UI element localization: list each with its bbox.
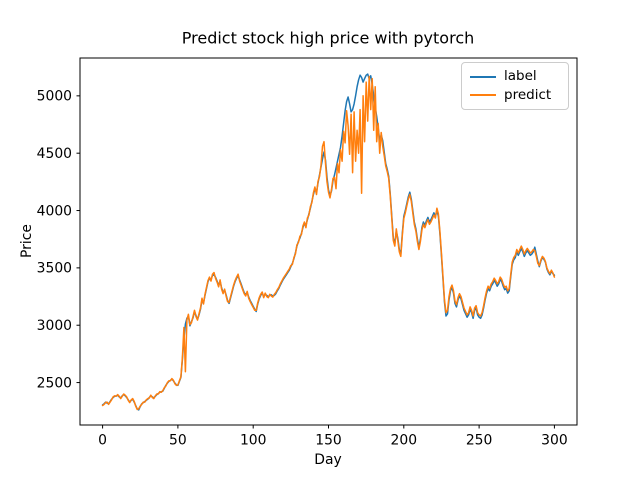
- y-tick-label: 3000: [37, 318, 72, 334]
- legend-line-swatch-label: [470, 75, 496, 78]
- x-axis-label: Day: [314, 452, 342, 468]
- x-tick-label: 0: [98, 433, 107, 449]
- label-series-line: [101, 73, 556, 411]
- legend-label-predict: predict: [504, 86, 552, 103]
- x-tick-label: 250: [466, 433, 493, 449]
- x-tick-label: 200: [391, 433, 418, 449]
- x-tick-label: 50: [169, 433, 187, 449]
- y-tick-label: 4500: [37, 146, 72, 162]
- legend-item-label: label: [470, 68, 560, 84]
- y-tick-label: 3500: [37, 261, 72, 277]
- predict-series-line: [101, 75, 556, 411]
- axes-frame: [79, 57, 578, 426]
- chart-title: Predict stock high price with pytorch: [181, 28, 475, 48]
- legend: label predict: [461, 62, 569, 110]
- x-tick-label: 300: [541, 433, 568, 449]
- legend-item-predict: predict: [470, 86, 560, 103]
- y-tick-label: 2500: [37, 375, 72, 391]
- x-tick-label: 100: [240, 433, 267, 449]
- y-tick-label: 4000: [37, 203, 72, 219]
- legend-label-label: label: [504, 68, 537, 84]
- y-tick-label: 5000: [37, 89, 72, 105]
- legend-line-swatch-predict: [470, 94, 496, 97]
- x-tick-label: 150: [315, 433, 342, 449]
- y-axis-label: Price: [19, 224, 35, 258]
